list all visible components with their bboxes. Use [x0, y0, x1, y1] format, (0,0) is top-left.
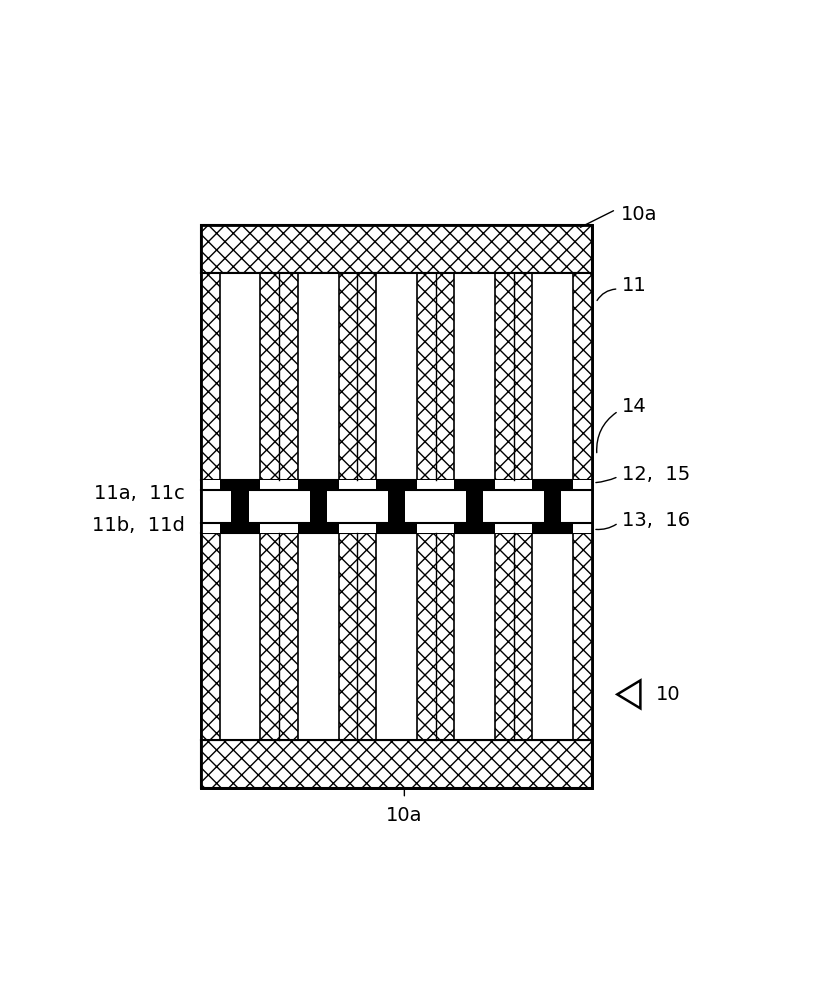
- Text: 14: 14: [621, 397, 645, 416]
- Bar: [297, 480, 338, 490]
- Bar: [376, 273, 416, 480]
- Bar: [376, 533, 416, 740]
- Text: 11a,  11c: 11a, 11c: [94, 484, 185, 503]
- Text: 11b,  11d: 11b, 11d: [92, 516, 185, 535]
- Text: 11: 11: [621, 276, 645, 295]
- Bar: [297, 273, 338, 480]
- Bar: [201, 480, 591, 533]
- Text: 12,  15: 12, 15: [621, 465, 689, 484]
- Bar: [201, 533, 591, 740]
- Bar: [465, 480, 482, 533]
- Bar: [201, 740, 591, 788]
- Bar: [219, 523, 260, 533]
- Bar: [297, 533, 338, 740]
- Text: 13,  16: 13, 16: [621, 511, 689, 530]
- Bar: [532, 523, 572, 533]
- Bar: [532, 273, 572, 480]
- Bar: [201, 273, 591, 480]
- Bar: [376, 480, 416, 490]
- Bar: [219, 273, 260, 480]
- Bar: [532, 533, 572, 740]
- Bar: [454, 523, 495, 533]
- Bar: [454, 480, 495, 490]
- Bar: [231, 480, 248, 533]
- Bar: [454, 533, 495, 740]
- Text: 10a: 10a: [386, 806, 422, 825]
- Bar: [544, 480, 561, 533]
- Bar: [376, 523, 416, 533]
- Text: 10: 10: [654, 685, 679, 704]
- Bar: [201, 225, 591, 788]
- Bar: [532, 480, 572, 490]
- Bar: [387, 480, 405, 533]
- Bar: [297, 523, 338, 533]
- Bar: [201, 225, 591, 273]
- Bar: [454, 273, 495, 480]
- Bar: [219, 533, 260, 740]
- Text: 10a: 10a: [620, 205, 656, 224]
- Bar: [310, 480, 327, 533]
- Bar: [219, 480, 260, 490]
- Bar: [201, 225, 591, 788]
